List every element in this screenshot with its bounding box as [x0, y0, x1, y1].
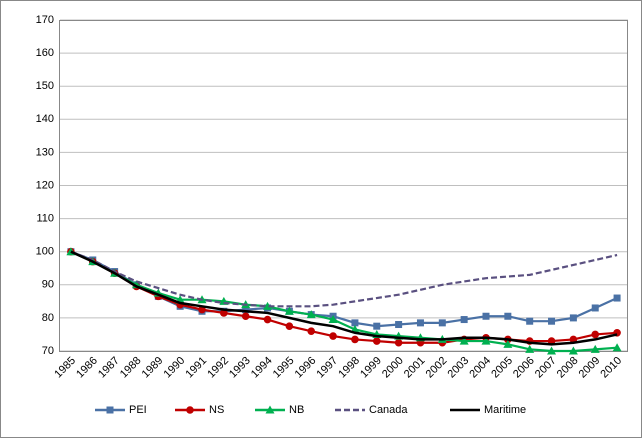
legend-label: NB: [289, 404, 304, 416]
y-tick-label: 170: [36, 14, 54, 26]
data-point: [372, 337, 381, 345]
legend-marker: [265, 405, 275, 414]
data-point: [590, 344, 600, 353]
data-point: [416, 319, 424, 327]
data-point: [351, 319, 359, 327]
data-point: [612, 343, 622, 352]
y-tick-label: 100: [36, 246, 54, 258]
data-point: [613, 294, 621, 302]
data-point: [328, 315, 338, 324]
data-point: [329, 332, 337, 340]
data-point: [591, 330, 600, 339]
data-point: [241, 312, 250, 321]
data-point: [242, 306, 250, 314]
legend-label: PEI: [129, 404, 147, 416]
series-line: [70, 250, 618, 308]
y-tick-label: 160: [36, 47, 54, 59]
data-point: [263, 315, 272, 324]
y-tick-label: 140: [36, 113, 54, 125]
data-point: [263, 301, 273, 310]
data-point: [438, 319, 446, 327]
data-point: [284, 306, 294, 315]
data-point: [547, 346, 557, 355]
data-point: [459, 336, 469, 345]
data-point: [394, 338, 403, 347]
data-point: [285, 322, 294, 330]
y-tick-label: 120: [36, 179, 54, 191]
data-point: [351, 335, 359, 344]
plot-border: [59, 20, 628, 352]
legend-marker: [186, 406, 194, 414]
y-tick-label: 90: [42, 279, 54, 291]
data-point: [569, 314, 577, 322]
legend-label: NS: [209, 404, 224, 416]
y-tick-label: 70: [42, 345, 54, 357]
data-point: [481, 336, 491, 345]
data-point: [395, 321, 403, 329]
legend-marker: [106, 406, 114, 414]
data-point: [525, 344, 535, 353]
data-point: [591, 304, 599, 312]
data-point: [526, 317, 534, 325]
data-point: [220, 309, 228, 317]
data-point: [547, 337, 556, 345]
legend-label: Maritime: [484, 404, 526, 416]
y-tick-label: 150: [36, 80, 54, 92]
data-point: [503, 339, 513, 348]
y-tick-label: 110: [36, 213, 54, 225]
data-point: [307, 327, 316, 335]
data-point: [460, 316, 468, 324]
data-point: [568, 346, 578, 355]
y-tick-label: 80: [42, 312, 54, 324]
series-line: [70, 250, 618, 353]
series-line: [70, 250, 618, 346]
data-point: [373, 322, 381, 330]
legend-label: Canada: [369, 404, 408, 416]
data-point: [306, 310, 316, 319]
data-point: [548, 317, 556, 325]
y-tick-label: 130: [36, 146, 54, 158]
data-point: [504, 312, 512, 320]
data-point: [482, 312, 490, 320]
